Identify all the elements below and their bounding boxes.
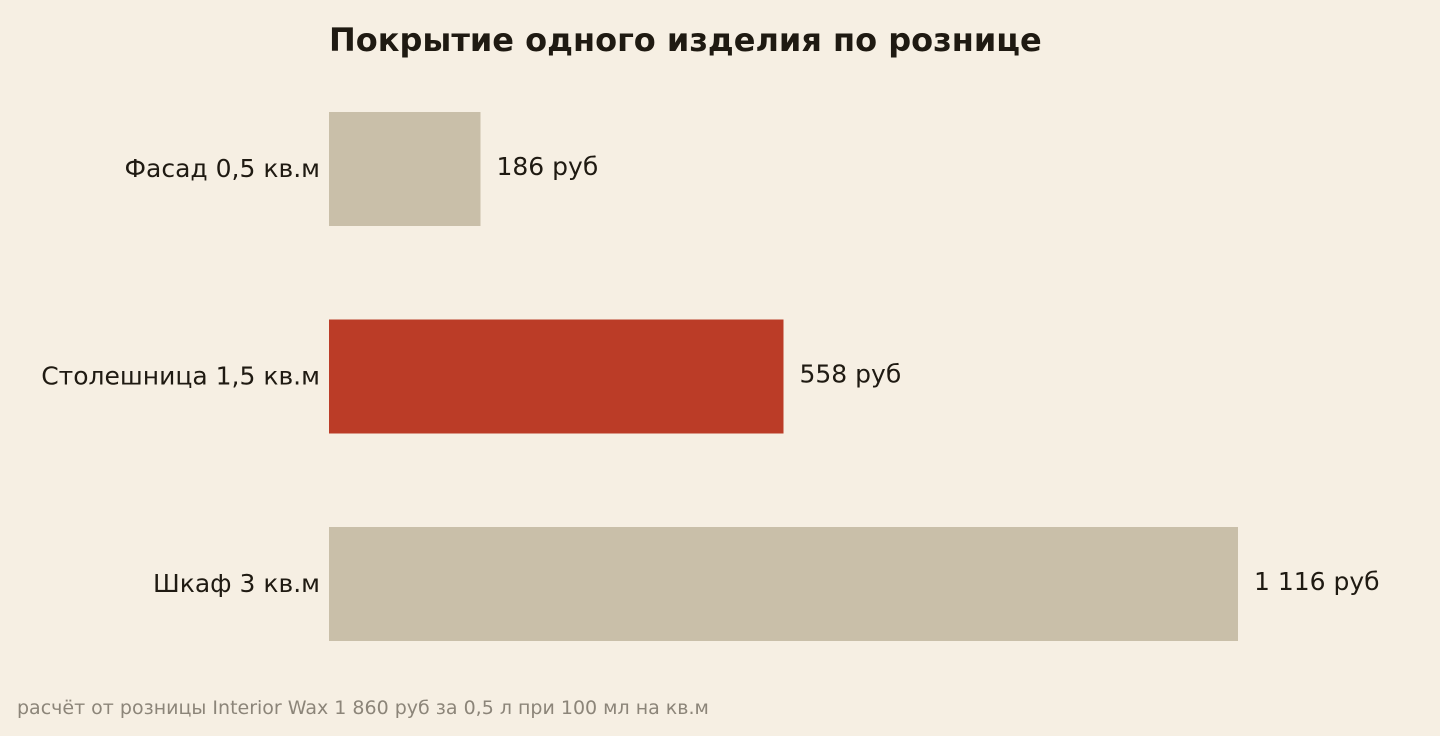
category-label: Фасад 0,5 кв.м [125,154,320,183]
category-label: Столешница 1,5 кв.м [41,362,320,391]
bar-3 [329,527,1238,641]
value-label: 1 116 руб [1254,567,1380,596]
chart-title: Покрытие одного изделия по рознице [329,21,1042,59]
bar-2 [329,319,784,434]
category-label: Шкаф 3 кв.м [153,569,320,598]
footnote: расчёт от розницы Interior Wax 1 860 руб… [17,697,709,719]
value-label: 558 руб [800,360,902,389]
value-label: 186 руб [497,152,599,181]
bar-1 [329,112,481,226]
